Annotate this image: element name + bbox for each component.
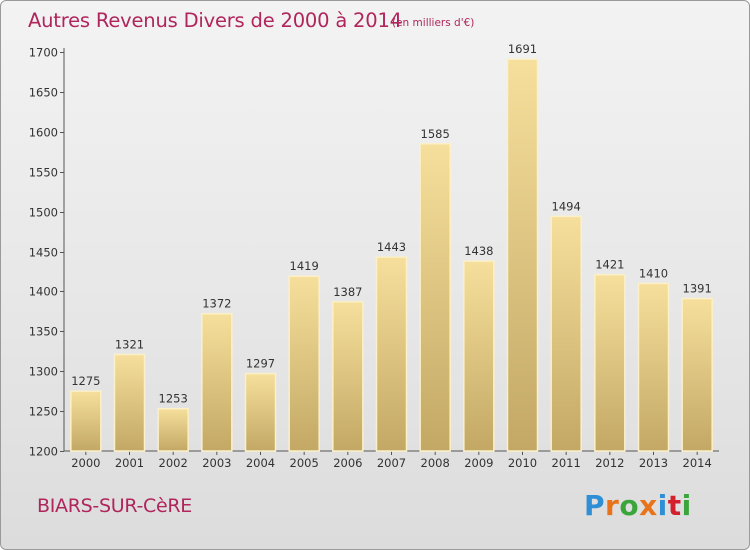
x-tick-label: 2011 bbox=[552, 456, 581, 470]
y-tick-label: 1400 bbox=[29, 285, 58, 299]
x-tick-label: 2009 bbox=[464, 456, 493, 470]
bar-value-label: 1494 bbox=[552, 199, 581, 213]
bar-value-label: 1387 bbox=[333, 285, 362, 299]
y-tick-label: 1600 bbox=[29, 126, 58, 140]
bar-value-label: 1421 bbox=[595, 258, 624, 272]
x-tick-label: 2013 bbox=[639, 456, 668, 470]
bar-value-label: 1585 bbox=[421, 127, 450, 141]
bar bbox=[463, 260, 495, 452]
proxiti-logo: Proxiti bbox=[584, 489, 692, 522]
y-tick-label: 1550 bbox=[29, 166, 58, 180]
bar-value-label: 1443 bbox=[377, 240, 406, 254]
bar bbox=[681, 297, 713, 452]
bars bbox=[70, 58, 713, 452]
logo-letter: P bbox=[584, 489, 606, 522]
chart-subtitle: (en milliers d'€) bbox=[392, 17, 475, 29]
commune-name: BIARS-SUR-CèRE bbox=[37, 495, 192, 517]
y-tick-label: 1250 bbox=[29, 405, 58, 419]
bar bbox=[375, 256, 408, 452]
chart-title: Autres Revenus Divers de 2000 à 2014 bbox=[28, 9, 402, 32]
bar-value-label: 1438 bbox=[464, 244, 493, 258]
bar bbox=[288, 275, 320, 452]
bar-value-label: 1275 bbox=[71, 374, 100, 388]
y-tick-label: 1450 bbox=[29, 246, 58, 260]
bar bbox=[550, 215, 582, 452]
bar-value-label: 1410 bbox=[639, 266, 668, 280]
logo-letter: t bbox=[667, 489, 682, 522]
x-tick-label: 2001 bbox=[115, 456, 144, 470]
x-tick-label: 2007 bbox=[377, 456, 406, 470]
x-tick-label: 2014 bbox=[683, 456, 712, 470]
bar bbox=[113, 353, 146, 452]
bar bbox=[419, 143, 451, 452]
x-tick-label: 2000 bbox=[71, 456, 100, 470]
bar bbox=[637, 282, 670, 452]
bar bbox=[506, 58, 539, 452]
bar-value-label: 1372 bbox=[202, 297, 231, 311]
x-tick-label: 2012 bbox=[595, 456, 624, 470]
logo-letter: i bbox=[681, 489, 692, 522]
x-tick-label: 2008 bbox=[421, 456, 450, 470]
bar bbox=[201, 312, 233, 452]
x-tick-label: 2004 bbox=[246, 456, 275, 470]
x-tick-label: 2010 bbox=[508, 456, 537, 470]
bar bbox=[244, 372, 277, 452]
logo-letter: i bbox=[657, 489, 668, 522]
x-tick-label: 2006 bbox=[333, 456, 362, 470]
x-tick-label: 2002 bbox=[159, 456, 188, 470]
logo-letter: x bbox=[639, 489, 658, 522]
y-tick-label: 1350 bbox=[29, 325, 58, 339]
data-labels: 1275 1321 1253 1372 1297 1419 1387 1443 1585 1438… bbox=[71, 42, 712, 406]
bar-value-label: 1691 bbox=[508, 42, 537, 56]
bar bbox=[594, 273, 626, 452]
bar bbox=[157, 407, 189, 452]
bar-value-label: 1297 bbox=[246, 357, 275, 371]
bar-value-label: 1391 bbox=[683, 282, 712, 296]
logo-letter: o bbox=[619, 489, 640, 522]
y-tick-label: 1300 bbox=[29, 365, 58, 379]
bar bbox=[70, 390, 102, 452]
y-tick-label: 1500 bbox=[29, 206, 58, 220]
x-tick-label: 2003 bbox=[202, 456, 231, 470]
logo-letter: r bbox=[605, 489, 620, 522]
bar bbox=[332, 301, 364, 452]
y-tick-label: 1200 bbox=[29, 445, 58, 459]
y-tick-label: 1650 bbox=[29, 86, 58, 100]
x-tick-label: 2005 bbox=[290, 456, 319, 470]
bar-value-label: 1321 bbox=[115, 337, 144, 351]
bar-value-label: 1419 bbox=[290, 259, 319, 273]
y-tick-label: 1700 bbox=[29, 46, 58, 60]
bar-value-label: 1253 bbox=[159, 392, 188, 406]
